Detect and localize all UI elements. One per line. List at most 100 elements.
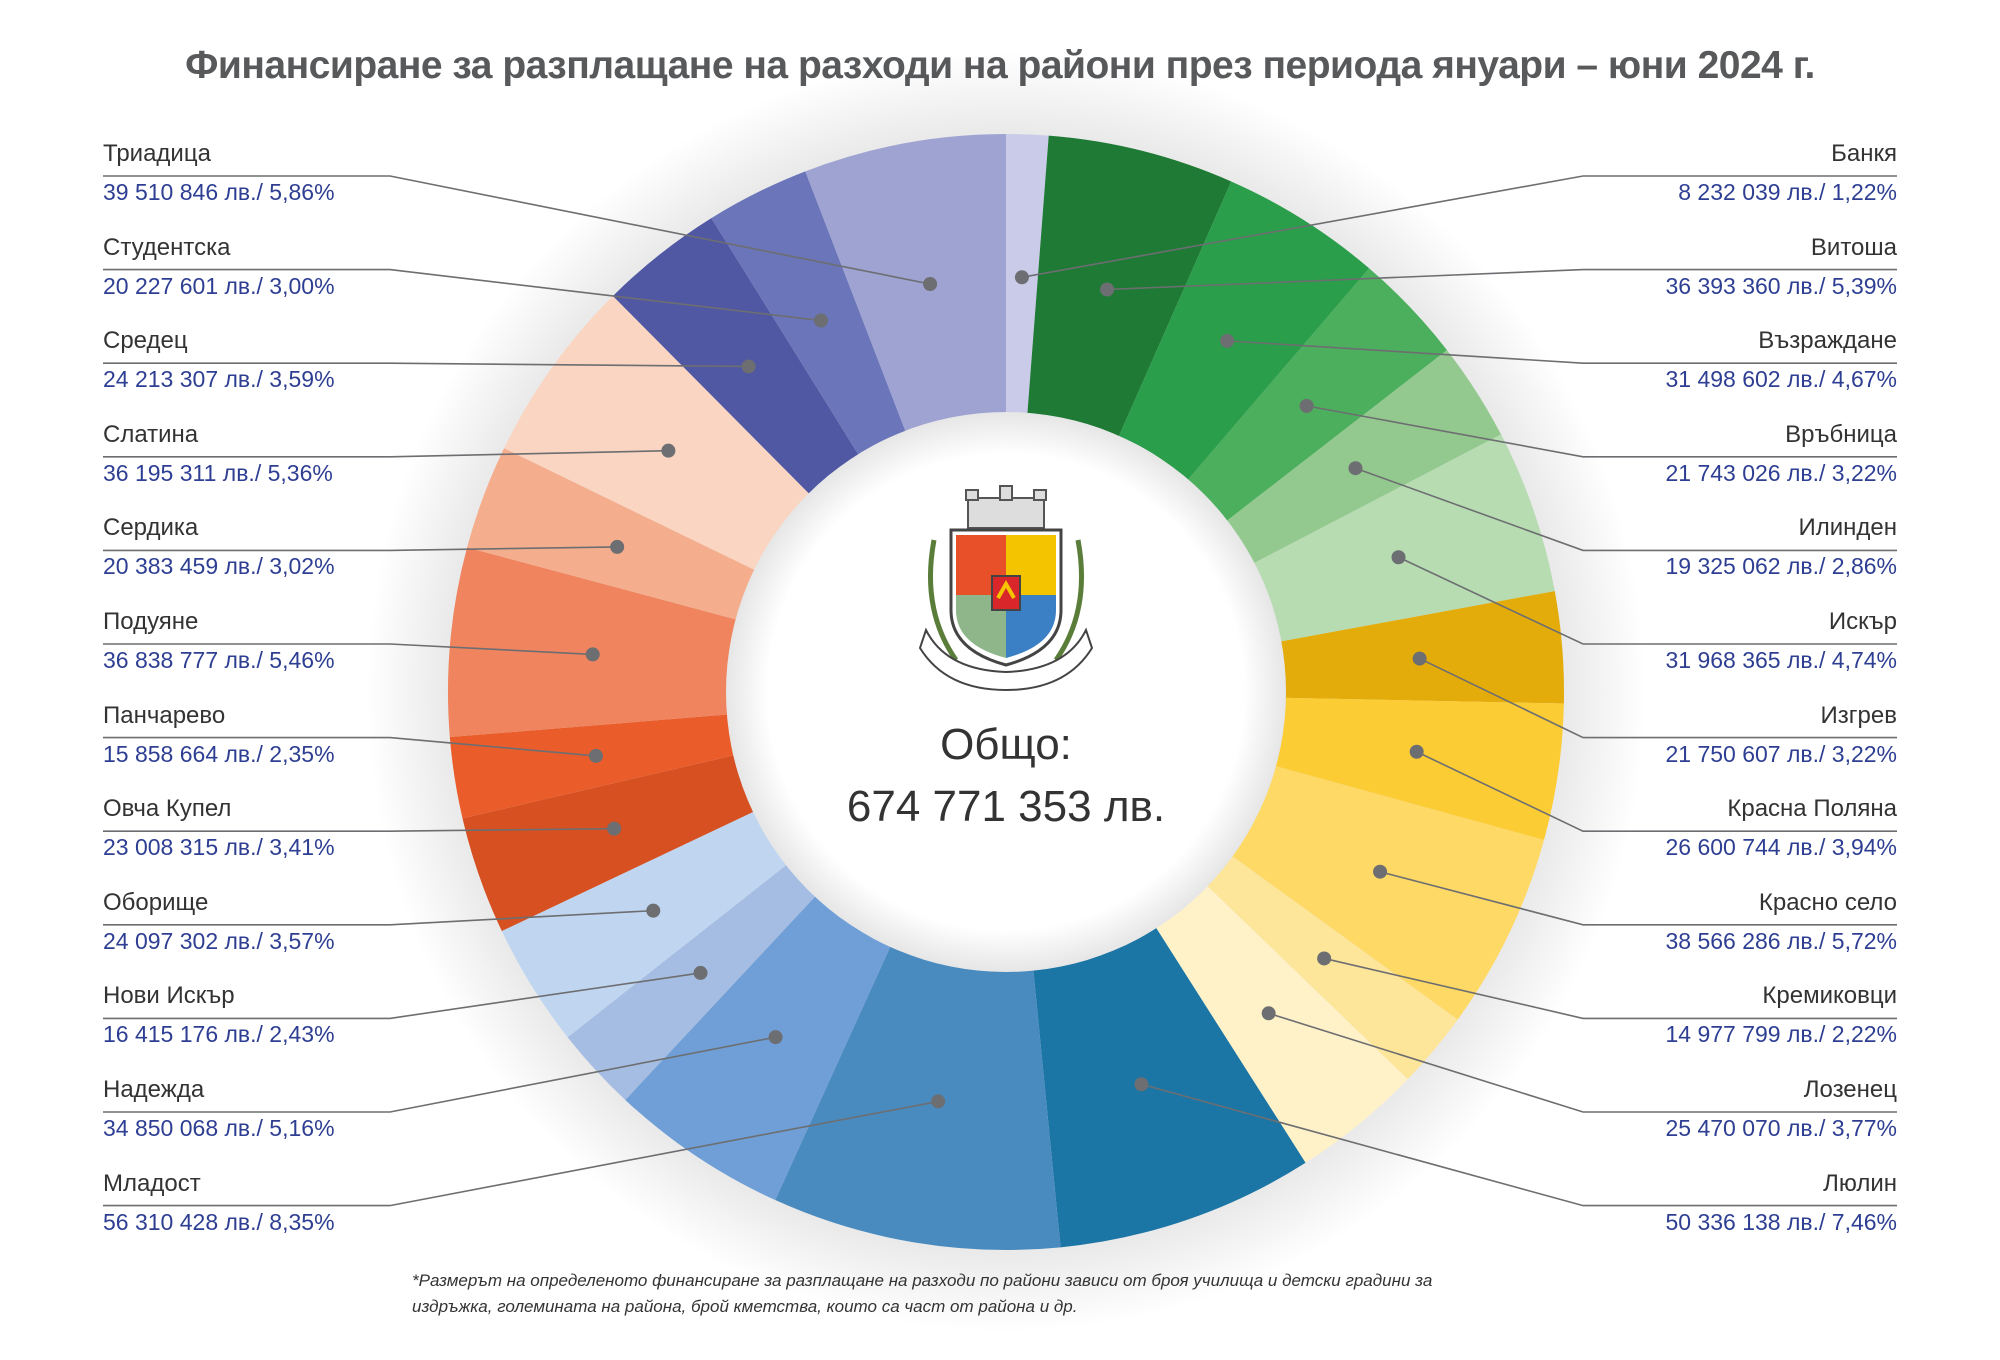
- district-name: Кремиковци: [1762, 982, 1897, 1010]
- district-value: 21 750 607 лв./ 3,22%: [1665, 740, 1897, 767]
- district-value: 31 968 365 лв./ 4,74%: [1665, 647, 1897, 673]
- district-value: 19 325 062 лв./ 2,86%: [1665, 553, 1897, 580]
- leader-dot-Изгрев: [1412, 651, 1427, 666]
- leader-dot-Искър: [1391, 550, 1406, 565]
- leader-line-Красно село: [1379, 870, 1897, 926]
- leader-dot-Слатина: [661, 443, 676, 458]
- label-Надежда: Надежда 34 850 068 лв./ 5,16%: [103, 1076, 335, 1142]
- leader-line-Овча Купел: [103, 827, 615, 833]
- total-label: Общо: 674 771 353 лв.: [806, 714, 1206, 838]
- footnote: *Размерът на определеното финансиране за…: [412, 1271, 1433, 1316]
- district-value: 36 838 777 лв./ 5,46%: [103, 647, 335, 673]
- leader-dot-Средец: [741, 359, 756, 374]
- district-name: Слатина: [103, 420, 199, 448]
- slice-Красно село: [1208, 758, 1545, 1020]
- district-name: Оборище: [103, 888, 209, 916]
- leader-line-Витоша: [1107, 268, 1897, 291]
- leader-line-Слатина: [103, 449, 669, 458]
- leader-line-Възраждане: [1227, 340, 1897, 365]
- district-value: 34 850 068 лв./ 5,16%: [103, 1115, 335, 1141]
- district-name: Средец: [103, 327, 188, 355]
- slice-Оборище: [501, 799, 810, 1038]
- district-name: Подуяне: [103, 608, 199, 635]
- label-Витоша: Витоша 36 393 360 лв./ 5,39%: [1665, 234, 1897, 300]
- slice-Младост: [775, 919, 1061, 1250]
- district-value: 25 470 070 лв./ 3,77%: [1665, 1115, 1897, 1141]
- label-Изгрев: Изгрев 21 750 607 лв./ 3,22%: [1665, 702, 1897, 768]
- sofia-coat-of-arms-logo: [918, 485, 1094, 692]
- district-value: 39 510 846 лв./ 5,86%: [103, 179, 335, 205]
- label-Възраждане: Възраждане 31 498 602 лв./ 4,67%: [1665, 327, 1897, 393]
- donut-hole: [726, 412, 1286, 972]
- leader-dot-Лозенец: [1261, 1006, 1276, 1021]
- slice-Надежда: [625, 874, 903, 1201]
- leader-line-Люлин: [1141, 1083, 1897, 1207]
- leader-line-Нови Искър: [103, 972, 701, 1020]
- slice-Красна Поляна: [1247, 697, 1564, 840]
- leader-line-Лозенец: [1268, 1012, 1897, 1113]
- total-value: 674 771 353 лв.: [846, 782, 1166, 831]
- leader-dot-Банкя: [1014, 270, 1029, 285]
- leader-line-Банкя: [1021, 175, 1897, 279]
- slice-Панчарево: [449, 712, 763, 819]
- label-Овча Купел: Овча Купел 23 008 315 лв./ 3,41%: [103, 795, 335, 861]
- district-value: 26 600 744 лв./ 3,94%: [1665, 834, 1897, 861]
- district-value: 14 977 799 лв./ 2,22%: [1665, 1021, 1897, 1048]
- leader-line-Подуяне: [103, 643, 593, 656]
- label-Нови Искър: Нови Искър 16 415 176 лв./ 2,43%: [103, 982, 335, 1048]
- leader-dot-Оборище: [646, 903, 661, 918]
- slice-Банкя: [1006, 134, 1049, 443]
- slice-Люлин: [1030, 902, 1306, 1248]
- district-name: Младост: [103, 1169, 201, 1197]
- leader-line-Кремиковци: [1323, 957, 1897, 1020]
- leader-line-Младост: [103, 1100, 939, 1207]
- district-value: 21 743 026 лв./ 3,22%: [1665, 459, 1897, 486]
- district-name: Лозенец: [1803, 1076, 1897, 1103]
- slice-Витоша: [1025, 135, 1232, 464]
- label-Подуяне: Подуяне 36 838 777 лв./ 5,46%: [103, 608, 335, 674]
- district-value: 8 232 039 лв./ 1,22%: [1678, 179, 1897, 205]
- label-Слатина: Слатина 36 195 311 лв./ 5,36%: [103, 421, 333, 487]
- leader-dot-Младост: [931, 1094, 946, 1109]
- leader-line-Надежда: [103, 1036, 776, 1113]
- label-Лозенец: Лозенец 25 470 070 лв./ 3,77%: [1665, 1076, 1897, 1142]
- district-name: Люлин: [1823, 1169, 1897, 1197]
- label-Красна Поляна: Красна Поляна 26 600 744 лв./ 3,94%: [1665, 795, 1897, 861]
- district-value: 24 213 307 лв./ 3,59%: [103, 366, 335, 393]
- district-value: 20 227 601 лв./ 3,00%: [103, 272, 335, 299]
- leader-line-Красна Поляна: [1416, 751, 1897, 833]
- label-Банкя: Банкя 8 232 039 лв./ 1,22%: [1678, 140, 1897, 206]
- district-value: 38 566 286 лв./ 5,72%: [1665, 927, 1897, 954]
- district-value: 24 097 302 лв./ 3,57%: [103, 927, 335, 954]
- label-Красно село: Красно село 38 566 286 лв./ 5,72%: [1665, 889, 1897, 955]
- district-value: 16 415 176 лв./ 2,43%: [103, 1021, 335, 1048]
- leader-dot-Възраждане: [1220, 333, 1235, 348]
- leader-line-Искър: [1398, 556, 1897, 645]
- label-Илинден: Илинден 19 325 062 лв./ 2,86%: [1665, 514, 1897, 580]
- leader-dot-Илинден: [1348, 461, 1363, 476]
- slice-Искър: [1227, 434, 1555, 647]
- district-name: Възраждане: [1758, 327, 1897, 355]
- leader-line-Средец: [103, 362, 749, 368]
- district-name: Връбница: [1785, 420, 1897, 448]
- leader-dot-Надежда: [768, 1030, 783, 1045]
- district-name: Искър: [1828, 608, 1897, 635]
- label-Панчарево: Панчарево 15 858 664 лв./ 2,35%: [103, 702, 335, 768]
- leader-dot-Студентска: [813, 313, 828, 328]
- slice-Сердика: [467, 448, 782, 628]
- leader-dot-Сердика: [610, 539, 625, 554]
- slice-Триадица: [805, 134, 1006, 459]
- district-name: Витоша: [1810, 233, 1897, 261]
- leader-dot-Нови Искър: [693, 965, 708, 980]
- label-Връбница: Връбница 21 743 026 лв./ 3,22%: [1665, 421, 1897, 487]
- label-Кремиковци: Кремиковци 14 977 799 лв./ 2,22%: [1665, 982, 1897, 1048]
- leader-line-Сердика: [103, 546, 618, 552]
- label-Средец: Средец 24 213 307 лв./ 3,59%: [103, 327, 335, 393]
- district-value: 23 008 315 лв./ 3,41%: [103, 834, 335, 861]
- leader-dot-Подуяне: [585, 647, 600, 662]
- label-Триадица: Триадица 39 510 846 лв./ 5,86%: [103, 140, 335, 206]
- label-Оборище: Оборище 24 097 302 лв./ 3,57%: [103, 889, 335, 955]
- slice-Изгрев: [1251, 591, 1564, 704]
- district-name: Овча Купел: [103, 795, 232, 823]
- leader-line-Оборище: [103, 909, 654, 926]
